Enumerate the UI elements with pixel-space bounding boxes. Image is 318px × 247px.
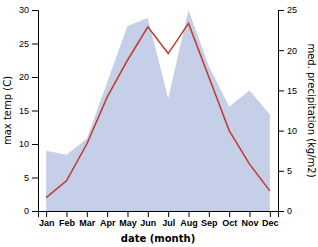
tick-label: Feb xyxy=(59,218,76,228)
tick-label: 25 xyxy=(19,39,29,49)
x-axis: Jan FebMar AprMayJun Jul AugSep Oct NovDec xyxy=(39,211,279,228)
tick-label: 0 xyxy=(287,206,292,216)
tick-label: 15 xyxy=(19,106,29,116)
tick: 25 xyxy=(19,39,38,49)
tick: Jul xyxy=(162,211,175,228)
y-axis-title: max temp (C) xyxy=(2,76,13,145)
tick: Mar xyxy=(79,211,96,228)
tick-mark xyxy=(46,211,47,217)
tick-label: 25 xyxy=(287,5,297,15)
tick-label: Nov xyxy=(242,218,259,228)
tick-label: 15 xyxy=(287,86,297,96)
tick-label: 20 xyxy=(19,72,29,82)
tick-mark xyxy=(278,90,284,91)
tick-mark xyxy=(148,211,149,217)
tick-mark xyxy=(168,211,169,217)
tick: 30 xyxy=(19,5,38,15)
tick: 0 xyxy=(278,206,292,216)
tick-mark xyxy=(66,211,67,217)
tick-mark xyxy=(250,211,251,217)
tick-label: Sep xyxy=(201,218,218,228)
tick: 15 xyxy=(278,86,297,96)
tick-label: May xyxy=(119,218,137,228)
tick: 10 xyxy=(19,139,38,149)
tick-label: 20 xyxy=(287,46,297,56)
tick-label: Oct xyxy=(222,218,237,228)
tick-mark xyxy=(127,211,128,217)
axis-line xyxy=(279,11,285,212)
tick-mark xyxy=(278,50,284,51)
tick-label: Apr xyxy=(100,218,116,228)
tick: Sep xyxy=(201,211,218,228)
tick: Oct xyxy=(222,211,237,228)
axis-line xyxy=(32,11,39,212)
x-axis-title: date (month) xyxy=(121,233,195,244)
tick: Feb xyxy=(59,211,76,228)
tick-label: 10 xyxy=(287,126,297,136)
y2-axis-title: med. precipitation (kg/m2) xyxy=(306,43,317,177)
tick-mark xyxy=(278,131,284,132)
tick: 20 xyxy=(278,46,297,56)
tick-mark xyxy=(107,211,108,217)
tick-label: 0 xyxy=(24,206,29,216)
tick-mark xyxy=(32,144,38,145)
y-axis: 0 5 10 15 20 25 30 xyxy=(19,5,39,216)
line xyxy=(46,23,270,197)
tick: Nov xyxy=(242,211,259,228)
area xyxy=(46,10,270,211)
tick-mark xyxy=(32,178,38,179)
tick-mark xyxy=(278,211,284,212)
tick-mark xyxy=(32,77,38,78)
tick-mark xyxy=(32,44,38,45)
tick: 10 xyxy=(278,126,297,136)
tick: Dec xyxy=(262,211,279,228)
tick: Apr xyxy=(100,211,116,228)
tick: 5 xyxy=(278,166,292,176)
plot: Jan FebMar AprMayJun Jul AugSep Oct NovDec 0 5 10… xyxy=(2,5,317,244)
tick: 0 xyxy=(24,206,38,216)
tick-mark xyxy=(32,111,38,112)
tick-label: 10 xyxy=(19,139,29,149)
tick-label: Dec xyxy=(262,218,279,228)
tick-label: 5 xyxy=(24,173,29,183)
marks xyxy=(46,10,270,211)
tick-label: Jan xyxy=(39,218,55,228)
tick-label: Mar xyxy=(79,218,96,228)
tick-label: Jul xyxy=(162,218,175,228)
tick: 15 xyxy=(19,106,38,116)
tick-label: Jun xyxy=(140,218,156,228)
tick-mark xyxy=(209,211,210,217)
tick: 25 xyxy=(278,5,297,15)
tick-label: Aug xyxy=(180,218,198,228)
tick-mark xyxy=(278,171,284,172)
tick: May xyxy=(119,211,137,228)
tick: 5 xyxy=(24,173,38,183)
tick-mark xyxy=(32,10,38,11)
tick: Jun xyxy=(140,211,156,228)
tick-label: 30 xyxy=(19,5,29,15)
tick-mark xyxy=(87,211,88,217)
tick-mark xyxy=(32,211,38,212)
tick-mark xyxy=(278,10,284,11)
tick: 20 xyxy=(19,72,38,82)
tick: Jan xyxy=(39,211,55,228)
tick-mark xyxy=(189,211,190,217)
tick: Aug xyxy=(180,211,198,228)
tick-mark xyxy=(229,211,230,217)
y2-axis: 0 5 10 15 20 25 xyxy=(278,5,297,216)
tick-mark xyxy=(270,211,271,217)
chart: Jan FebMar AprMayJun Jul AugSep Oct NovDec 0 5 10… xyxy=(0,0,318,247)
axis-line xyxy=(39,212,279,218)
tick-label: 5 xyxy=(287,166,292,176)
